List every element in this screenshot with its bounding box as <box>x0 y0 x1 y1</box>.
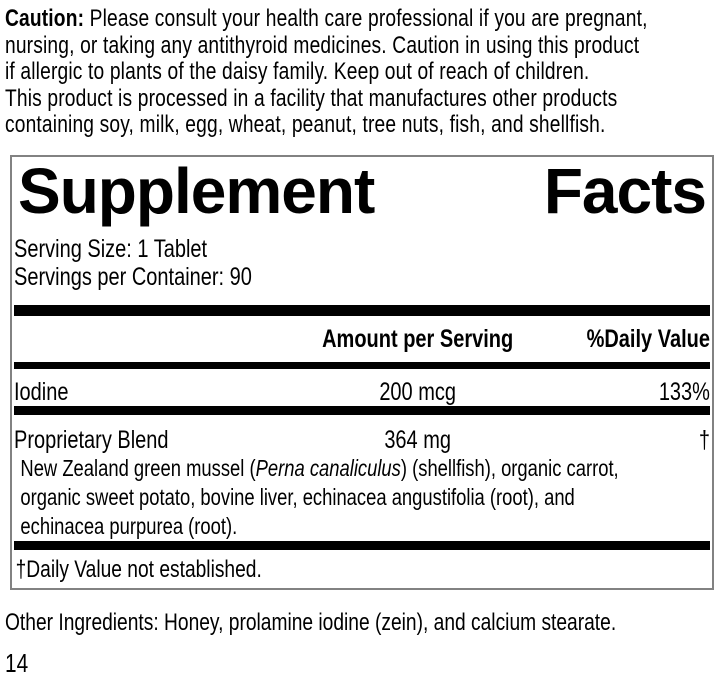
ingredient-amount: 364 mg <box>384 425 452 454</box>
blend-species-italic: Perna canaliculus <box>255 454 401 481</box>
blend-description: New Zealand green mussel (Perna canalicu… <box>14 454 716 541</box>
ingredient-amount: 200 mcg <box>379 377 457 406</box>
caution-line: nursing, or taking any antithyroid medic… <box>5 31 640 59</box>
caution-label: Caution: <box>5 5 85 32</box>
blend-line: echinacea purpurea (root). <box>20 512 238 539</box>
table-row-proprietary-blend: Proprietary Blend 364 mg † <box>14 415 710 454</box>
table-row-iodine: Iodine 200 mcg 133% <box>14 369 710 406</box>
serving-size: Serving Size: 1 Tablet <box>14 234 208 263</box>
supplement-facts-panel: Supplement Facts Serving Size: 1 Tablet … <box>10 154 716 590</box>
table-header-row: Amount per Serving %Daily Value <box>14 316 710 362</box>
ingredient-daily-value: † <box>698 425 710 454</box>
caution-line: Caution: Please consult your health care… <box>5 5 720 33</box>
divider-bar-footnote <box>14 540 710 550</box>
caution-paragraph: Caution: Please consult your health care… <box>5 5 720 139</box>
divider-bar-thick <box>14 304 710 316</box>
caution-line: containing soy, milk, egg, wheat, peanut… <box>5 111 606 138</box>
blend-line: New Zealand green mussel (Perna canalicu… <box>20 454 716 483</box>
caution-line: This product is processed in a facility … <box>5 84 618 112</box>
blend-text: ) (shellfish), organic carrot, <box>400 454 619 481</box>
header-daily-value: %Daily Value <box>586 324 710 353</box>
ingredient-name: Iodine <box>14 377 69 406</box>
divider-bar-row <box>14 405 710 415</box>
header-amount-per-serving: Amount per Serving <box>322 324 514 353</box>
caution-line-text: Please consult your health care professi… <box>84 5 648 32</box>
ingredient-name: Proprietary Blend <box>14 425 169 454</box>
servings-per-container: Servings per Container: 90 <box>14 262 252 291</box>
panel-title-word1: Supplement <box>18 154 375 227</box>
panel-title: Supplement Facts <box>14 159 710 223</box>
ingredient-daily-value: 133% <box>658 377 710 406</box>
panel-title-word2: Facts <box>543 154 707 227</box>
blend-text: New Zealand green mussel ( <box>20 454 256 481</box>
other-ingredients: Other Ingredients: Honey, prolamine iodi… <box>5 608 617 636</box>
divider-bar-medium <box>14 361 710 369</box>
page-number: 14 <box>5 647 29 678</box>
blend-line: organic sweet potato, bovine liver, echi… <box>20 483 575 510</box>
caution-line: if allergic to plants of the daisy famil… <box>5 58 590 85</box>
daily-value-footnote: †Daily Value not established. <box>15 555 262 583</box>
